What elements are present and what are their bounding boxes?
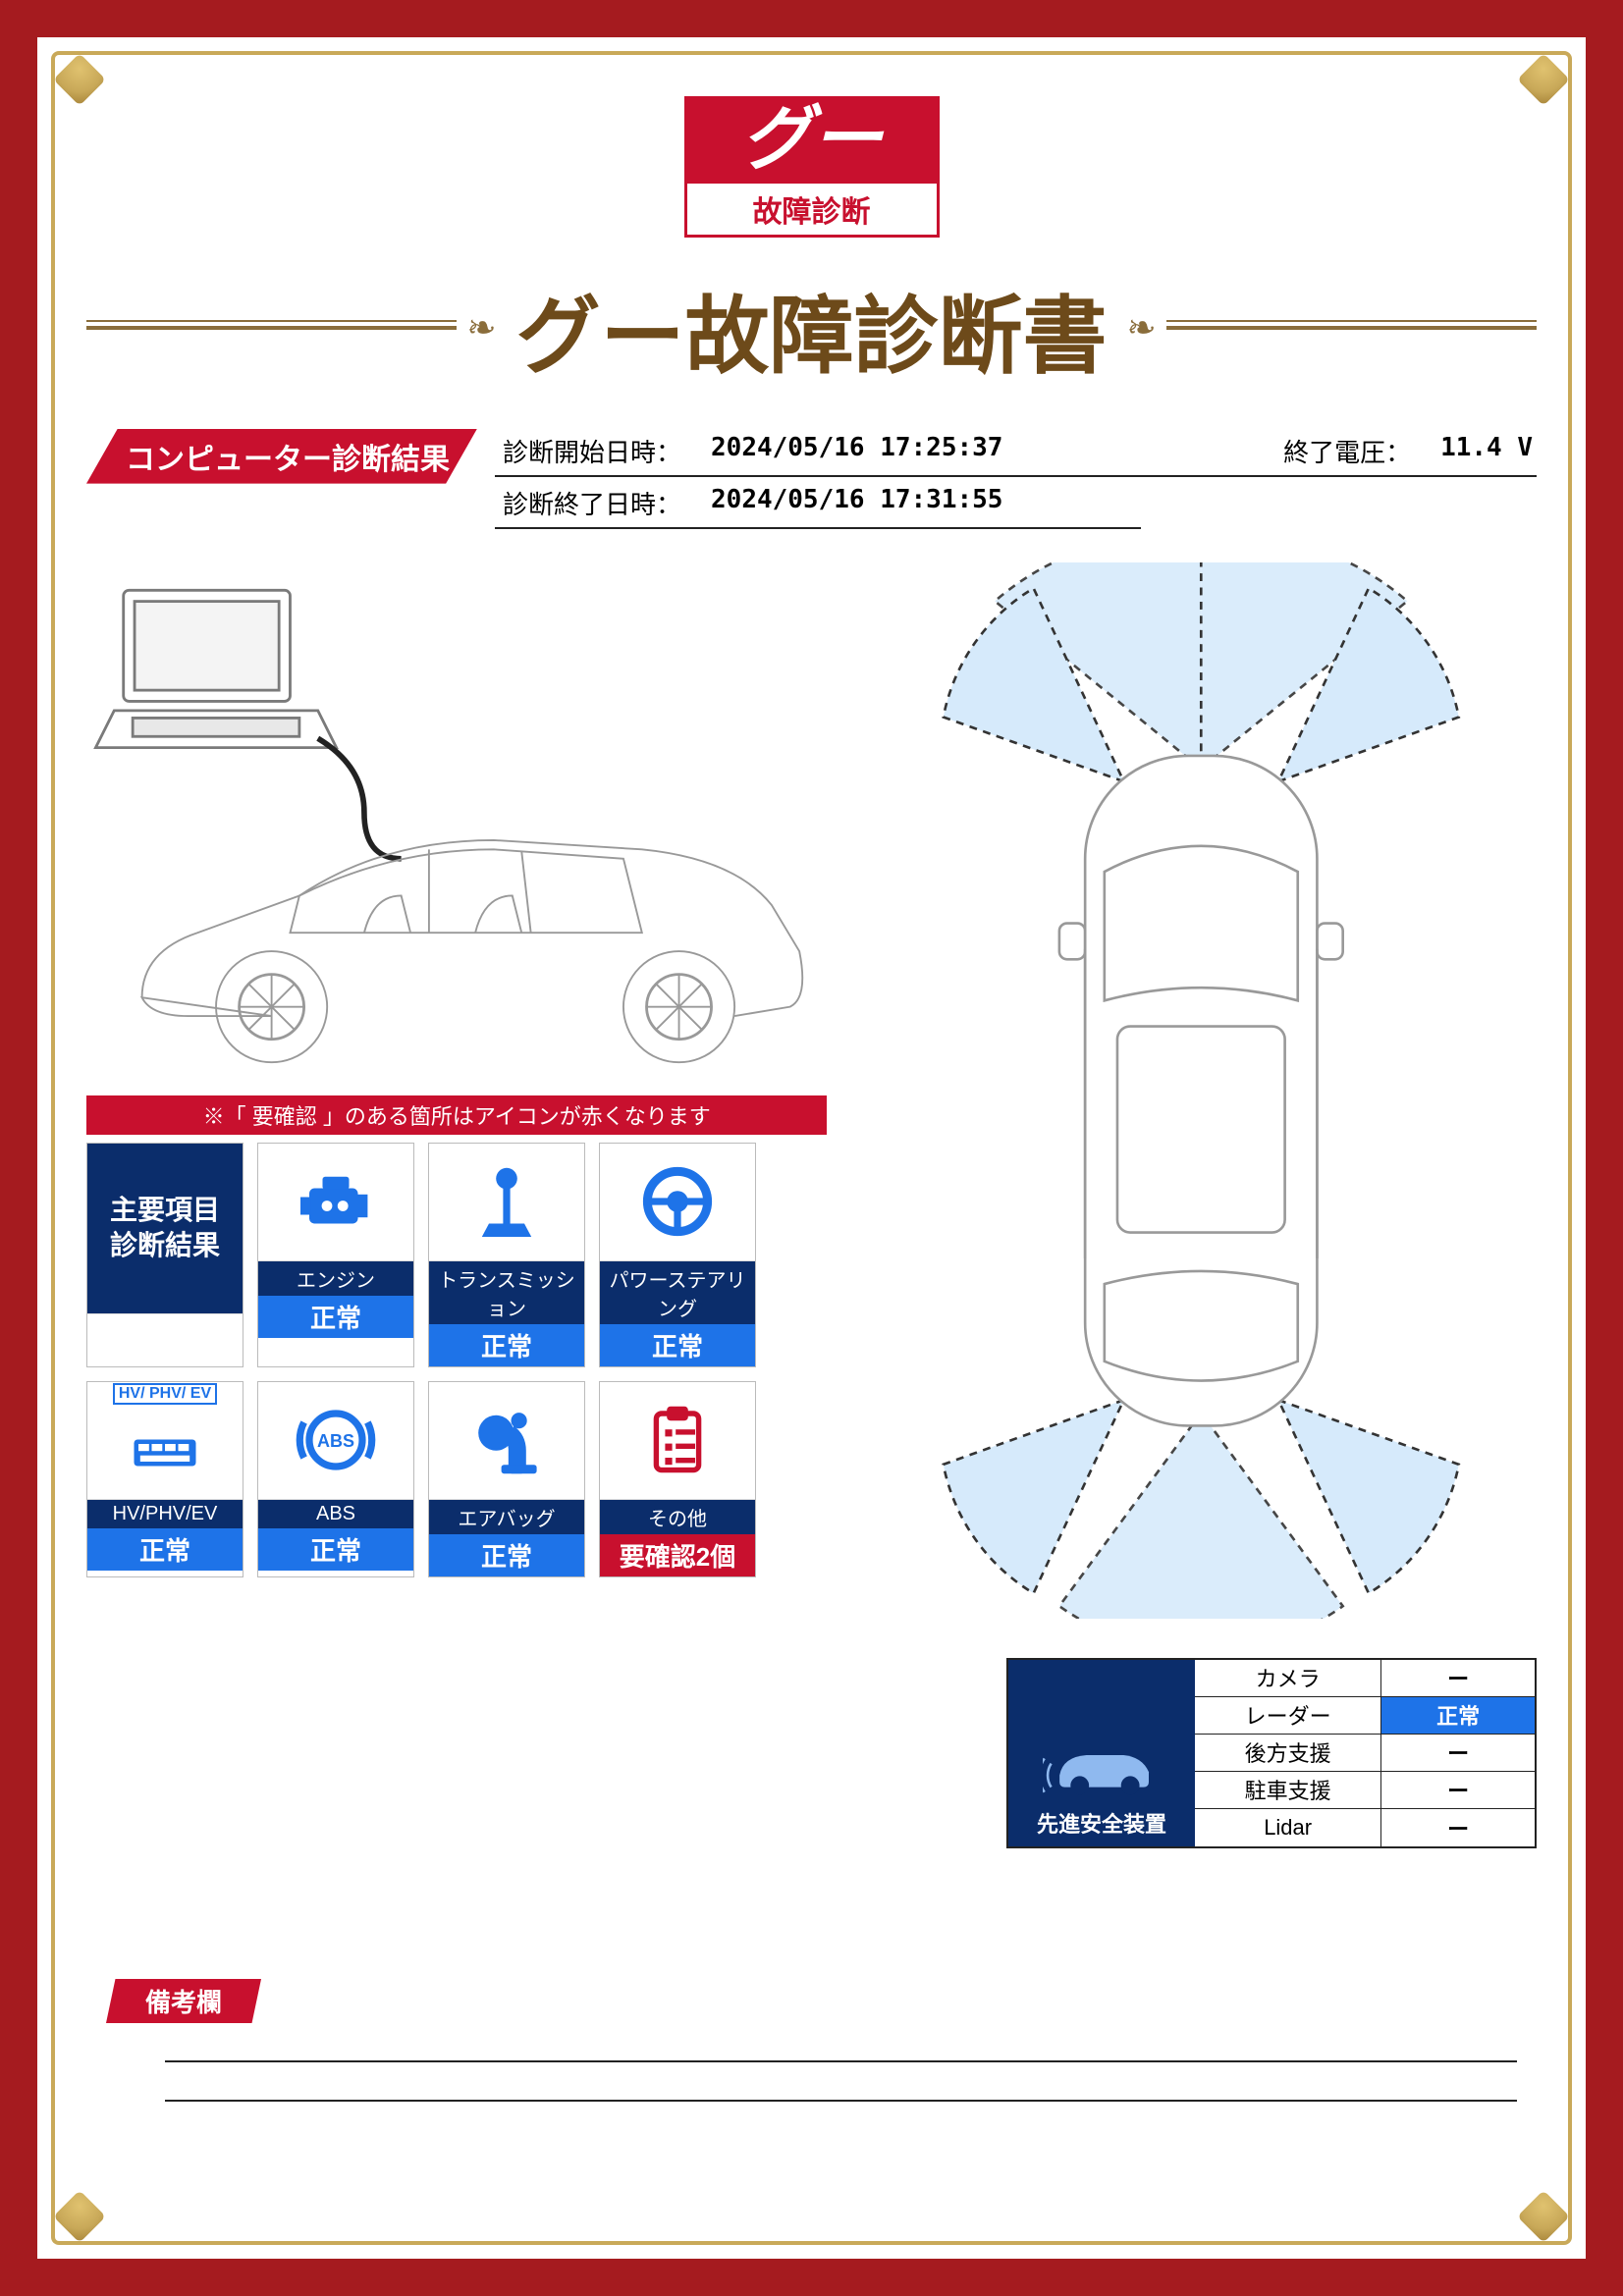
title-row: ❧ グー故障診断書 ❧ xyxy=(86,267,1537,390)
svg-text:ABS: ABS xyxy=(317,1431,354,1451)
sensor-val: ー xyxy=(1381,1735,1535,1771)
meta-label: 診断終了日時： xyxy=(503,485,681,521)
flourish-icon: ❧ xyxy=(1117,307,1166,348)
remarks-line xyxy=(165,2062,1517,2102)
tile-status: 正常 xyxy=(87,1528,243,1571)
diagram-laptop-car: ※「 要確認 」のある箇所はアイコンが赤くなります 主要項目 診断結果 xyxy=(86,562,827,1577)
sensor-row: カメラ ー xyxy=(1195,1660,1535,1697)
sensor-group-header: 先進安全装置 xyxy=(1008,1660,1195,1846)
tile-hv: HV/ PHV/ EV HV/PHV/EV 正常 xyxy=(86,1381,243,1577)
sensor-val: ー xyxy=(1381,1772,1535,1808)
remarks-line xyxy=(165,2023,1517,2062)
diagram-sensors: 先進安全装置 カメラ ー レーダー 正常 後方支援 ー xyxy=(866,562,1537,1848)
corner-ornament xyxy=(1484,2157,1572,2245)
car-side-diagram xyxy=(86,562,827,1081)
section-header-row: コンピューター診断結果 診断開始日時： 2024/05/16 17:25:37 … xyxy=(86,429,1537,533)
sensor-row: 駐車支援 ー xyxy=(1195,1772,1535,1809)
car-icon xyxy=(1043,1733,1161,1801)
meta-label: 診断開始日時： xyxy=(503,433,681,469)
results-grid: 主要項目 診断結果 エンジン 正常 xyxy=(86,1143,827,1577)
meta-row-end: 診断終了日時： 2024/05/16 17:31:55 xyxy=(495,481,1141,529)
title-rule-right xyxy=(1166,326,1537,330)
remarks-label: 備考欄 xyxy=(106,1979,261,2023)
flourish-icon: ❧ xyxy=(457,307,506,348)
tile-engine: エンジン 正常 xyxy=(257,1143,414,1367)
grid-header-tile: 主要項目 診断結果 xyxy=(86,1143,243,1367)
section-tag: コンピューター診断結果 xyxy=(86,429,477,484)
corner-ornament xyxy=(51,51,139,139)
border-line xyxy=(51,135,55,2161)
page-frame: グー 故障診断 ❧ グー故障診断書 ❧ コンピューター診断結果 診断開始日時： … xyxy=(0,0,1623,2296)
sensor-rows: カメラ ー レーダー 正常 後方支援 ー 駐車支援 xyxy=(1195,1660,1535,1846)
tile-name: トランスミッション xyxy=(429,1261,584,1324)
tile-name: HV/PHV/EV xyxy=(87,1500,243,1528)
grid-header-line2: 診断結果 xyxy=(110,1228,220,1263)
border-line xyxy=(1568,135,1572,2161)
tile-status: 正常 xyxy=(258,1528,413,1571)
abs-icon: ABS xyxy=(258,1382,413,1500)
tile-status: 正常 xyxy=(258,1296,413,1338)
tile-name: エンジン xyxy=(258,1261,413,1296)
sensor-key: レーダー xyxy=(1195,1697,1381,1734)
grid-header-line1: 主要項目 xyxy=(110,1193,220,1228)
logo: グー 故障診断 xyxy=(684,96,940,238)
sensor-key: カメラ xyxy=(1195,1660,1381,1696)
remarks-section: 備考欄 xyxy=(106,1979,1517,2102)
page-title: グー故障診断書 xyxy=(507,267,1117,390)
tile-airbag: エアバッグ 正常 xyxy=(428,1381,585,1577)
corner-ornament xyxy=(51,2157,139,2245)
meta-label: 終了電圧： xyxy=(1283,433,1411,469)
engine-icon xyxy=(258,1144,413,1261)
sensor-key: 後方支援 xyxy=(1195,1735,1381,1771)
border-line xyxy=(135,51,1488,55)
tile-transmission: トランスミッション 正常 xyxy=(428,1143,585,1367)
steering-icon xyxy=(600,1144,755,1261)
title-rule-left xyxy=(86,326,457,330)
sensor-key: Lidar xyxy=(1195,1809,1381,1846)
tile-status: 正常 xyxy=(429,1534,584,1576)
sensor-val: ー xyxy=(1381,1660,1535,1696)
tile-name: その他 xyxy=(600,1500,755,1534)
tile-other: その他 要確認2個 xyxy=(599,1381,756,1577)
border-line xyxy=(135,2241,1488,2245)
sensor-val: 正常 xyxy=(1381,1697,1535,1734)
transmission-icon xyxy=(429,1144,584,1261)
page-inner: グー 故障診断 ❧ グー故障診断書 ❧ コンピューター診断結果 診断開始日時： … xyxy=(37,37,1586,2259)
tile-name: エアバッグ xyxy=(429,1500,584,1534)
airbag-icon xyxy=(429,1382,584,1500)
meta-value: 2024/05/16 17:25:37 xyxy=(711,433,1002,469)
tile-abs: ABS ABS 正常 xyxy=(257,1381,414,1577)
clipboard-icon xyxy=(600,1382,755,1500)
meta-row-start: 診断開始日時： 2024/05/16 17:25:37 終了電圧： 11.4 V xyxy=(495,429,1537,477)
tile-status: 要確認2個 xyxy=(600,1534,755,1576)
sensor-key: 駐車支援 xyxy=(1195,1772,1381,1808)
sensor-row: 後方支援 ー xyxy=(1195,1735,1535,1772)
meta-block: 診断開始日時： 2024/05/16 17:25:37 終了電圧： 11.4 V… xyxy=(495,429,1537,533)
diagram-row: ※「 要確認 」のある箇所はアイコンが赤くなります 主要項目 診断結果 xyxy=(86,562,1537,1848)
corner-ornament xyxy=(1484,51,1572,139)
tile-name: ABS xyxy=(258,1500,413,1528)
meta-value: 11.4 V xyxy=(1440,433,1533,469)
tile-status: 正常 xyxy=(600,1324,755,1366)
sensor-group-label: 先進安全装置 xyxy=(1037,1807,1166,1839)
sensor-table: 先進安全装置 カメラ ー レーダー 正常 後方支援 ー xyxy=(1006,1658,1537,1848)
tile-name: パワーステアリング xyxy=(600,1261,755,1324)
logo-top: グー xyxy=(687,99,937,184)
tile-steering: パワーステアリング 正常 xyxy=(599,1143,756,1367)
hv-icon: HV/ PHV/ EV xyxy=(87,1382,243,1500)
sensor-row: Lidar ー xyxy=(1195,1809,1535,1846)
meta-value: 2024/05/16 17:31:55 xyxy=(711,485,1002,521)
tile-status: 正常 xyxy=(429,1324,584,1366)
sensor-row: レーダー 正常 xyxy=(1195,1697,1535,1735)
sensor-val: ー xyxy=(1381,1809,1535,1846)
car-top-diagram xyxy=(866,562,1537,1619)
grid-note: ※「 要確認 」のある箇所はアイコンが赤くなります xyxy=(86,1095,827,1135)
logo-bottom: 故障診断 xyxy=(687,184,937,235)
